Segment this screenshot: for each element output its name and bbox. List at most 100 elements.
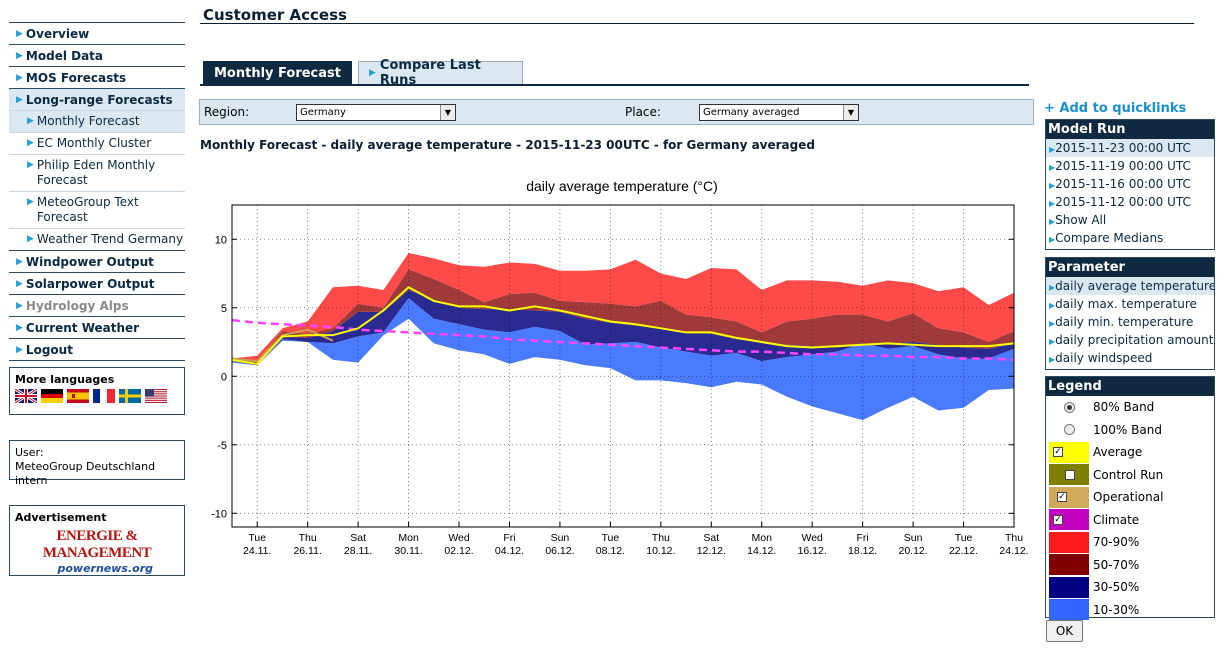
flag-uk-icon[interactable] <box>15 389 37 403</box>
legend-swatch <box>1049 531 1089 553</box>
x-tick-date: 28.11. <box>344 545 372 557</box>
flag-es-icon[interactable] <box>67 389 89 403</box>
nav-item-current-weather[interactable]: ▶ Current Weather <box>9 316 185 338</box>
checkbox[interactable]: ✓ <box>1053 514 1063 525</box>
legend-swatch <box>1049 554 1089 576</box>
x-tick-day: Mon <box>398 532 419 544</box>
model-run-item[interactable]: ▶2015-11-23 00:00 UTC <box>1046 139 1214 157</box>
checkbox[interactable] <box>1065 469 1075 480</box>
compare-medians-link[interactable]: ▶Compare Medians <box>1046 229 1214 247</box>
nav-item-long-range-forecasts[interactable]: ▶ Long-range Forecasts <box>9 88 185 110</box>
nav-subitem-weather-trend[interactable]: ▶ Weather Trend Germany <box>9 228 185 250</box>
chevron-down-icon: ▼ <box>843 105 858 120</box>
flag-us-icon[interactable] <box>145 389 167 403</box>
ad-logo-top[interactable]: ENERGIE & MANAGEMENT <box>42 528 152 561</box>
parameter-item[interactable]: ▶daily precipitation amount <box>1046 331 1214 349</box>
parameter-item[interactable]: ▶daily min. temperature <box>1046 313 1214 331</box>
nav-item-overview[interactable]: ▶ Overview <box>9 22 185 44</box>
y-tick-label: 5 <box>221 303 227 315</box>
legend-row-10-30: 10-30% <box>1046 599 1214 622</box>
nav-item-model-data[interactable]: ▶ Model Data <box>9 44 185 66</box>
arrow-right-icon: ▶ <box>16 322 23 333</box>
place-select[interactable]: Germany averaged ▼ <box>699 104 859 121</box>
climate-line <box>231 318 1015 362</box>
arrow-right-icon: ▶ <box>27 197 34 207</box>
x-tick-day: Sun <box>551 532 570 544</box>
legend-row-80-band[interactable]: 80% Band <box>1046 396 1214 419</box>
nav-item-label: Current Weather <box>25 320 140 335</box>
tab-monthly-forecast[interactable]: Monthly Forecast <box>203 61 352 85</box>
nav-item-solarpower[interactable]: ▶ Solarpower Output <box>9 272 185 294</box>
radio-button[interactable] <box>1063 424 1075 436</box>
region-select[interactable]: Germany ▼ <box>296 104 456 121</box>
parameter-item[interactable]: ▶daily max. temperature <box>1046 295 1214 313</box>
ad-logo-bottom[interactable]: powernews.org <box>57 562 153 575</box>
nav-item-logout[interactable]: ▶ Logout <box>9 338 185 360</box>
languages-box: More languages <box>9 367 185 415</box>
nav-item-label: Overview <box>25 26 90 41</box>
advertisement-box: Advertisement ENERGIE & MANAGEMENT power… <box>9 505 185 576</box>
legend-row-climate[interactable]: ✓ Climate <box>1046 509 1214 532</box>
nav-item-label: Logout <box>25 342 73 357</box>
x-tick-day: Fri <box>857 532 869 544</box>
legend-label: Average <box>1093 445 1143 460</box>
compare-medians-label: Compare Medians <box>1055 231 1164 245</box>
arrow-right-icon: ▶ <box>1049 199 1056 208</box>
x-tick-date: 22.12. <box>949 545 978 557</box>
x-tick-day: Tue <box>248 532 266 544</box>
x-tick-date: 30.11. <box>394 545 422 557</box>
model-run-item[interactable]: ▶2015-11-12 00:00 UTC <box>1046 193 1214 211</box>
flag-fr-icon[interactable] <box>93 389 115 403</box>
show-all-link[interactable]: ▶Show All <box>1046 211 1214 229</box>
checkbox[interactable]: ✓ <box>1057 492 1067 503</box>
nav-item-hydrology[interactable]: ▶ Hydrology Alps <box>9 294 185 316</box>
model-run-label: 2015-11-16 00:00 UTC <box>1055 177 1191 191</box>
nav-item-label: Windpower Output <box>25 254 154 269</box>
model-run-item[interactable]: ▶2015-11-16 00:00 UTC <box>1046 175 1214 193</box>
radio-button[interactable] <box>1063 401 1075 413</box>
ok-button[interactable]: OK <box>1046 620 1083 642</box>
x-tick-date: 24.12. <box>999 545 1028 557</box>
arrow-right-icon: ▶ <box>1049 145 1056 154</box>
nav-subitem-label: Monthly Forecast <box>36 114 140 128</box>
chart-title: daily average temperature (°C) <box>526 178 718 194</box>
add-to-quicklinks-link[interactable]: + Add to quicklinks <box>1044 101 1187 116</box>
model-run-item[interactable]: ▶2015-11-19 00:00 UTC <box>1046 157 1214 175</box>
filter-bar: Region: Germany ▼ Place: Germany average… <box>199 99 1034 125</box>
model-run-label: 2015-11-23 00:00 UTC <box>1055 141 1191 155</box>
legend-row-operational[interactable]: ✓ Operational <box>1046 486 1214 509</box>
arrow-right-icon: ▶ <box>16 256 23 267</box>
arrow-right-icon: ▶ <box>1049 319 1056 328</box>
nav-subitem-monthly-forecast[interactable]: ▶ Monthly Forecast <box>9 110 185 132</box>
nav-item-mos-forecasts[interactable]: ▶ MOS Forecasts <box>9 66 185 88</box>
flag-se-icon[interactable] <box>119 389 141 403</box>
x-tick-day: Thu <box>1005 532 1023 544</box>
nav-item-label: MOS Forecasts <box>25 70 127 85</box>
chevron-down-icon: ▼ <box>440 105 455 120</box>
x-tick-day: Mon <box>752 532 773 544</box>
nav-subitem-philip-eden[interactable]: ▶ Philip Eden Monthly Forecast <box>9 154 185 191</box>
model-run-title: Model Run <box>1046 120 1214 139</box>
legend-row-100-band[interactable]: 100% Band <box>1046 419 1214 442</box>
parameter-item[interactable]: ▶daily windspeed <box>1046 349 1214 367</box>
parameter-title: Parameter <box>1046 258 1214 277</box>
parameter-item[interactable]: ▶daily average temperature <box>1046 277 1214 295</box>
y-tick-label: 0 <box>221 371 227 383</box>
tab-compare-last-runs[interactable]: ▶ Compare Last Runs <box>358 58 523 88</box>
nav-subitem-ec-monthly-cluster[interactable]: ▶ EC Monthly Cluster <box>9 132 185 154</box>
legend-row-control-run[interactable]: Control Run <box>1046 464 1214 487</box>
place-label: Place: <box>625 105 661 119</box>
nav-item-windpower[interactable]: ▶ Windpower Output <box>9 250 185 272</box>
region-value: Germany <box>300 107 346 118</box>
legend-swatch <box>1049 464 1089 486</box>
user-box: User: MeteoGroup Deutschland intern <box>9 440 185 487</box>
plot-frame <box>231 204 1015 528</box>
legend-row-average[interactable]: ✓ Average <box>1046 441 1214 464</box>
flag-de-icon[interactable] <box>41 389 63 403</box>
x-tick-day: Tue <box>955 532 973 544</box>
checkbox[interactable]: ✓ <box>1053 447 1063 458</box>
nav-subitem-meteogroup-text[interactable]: ▶ MeteoGroup Text Forecast <box>9 191 185 228</box>
x-tick-date: 08.12. <box>596 545 625 557</box>
arrow-right-icon: ▶ <box>1049 217 1056 226</box>
legend-panel: Legend 80% Band 100% Band ✓ Average Contr… <box>1045 376 1215 621</box>
